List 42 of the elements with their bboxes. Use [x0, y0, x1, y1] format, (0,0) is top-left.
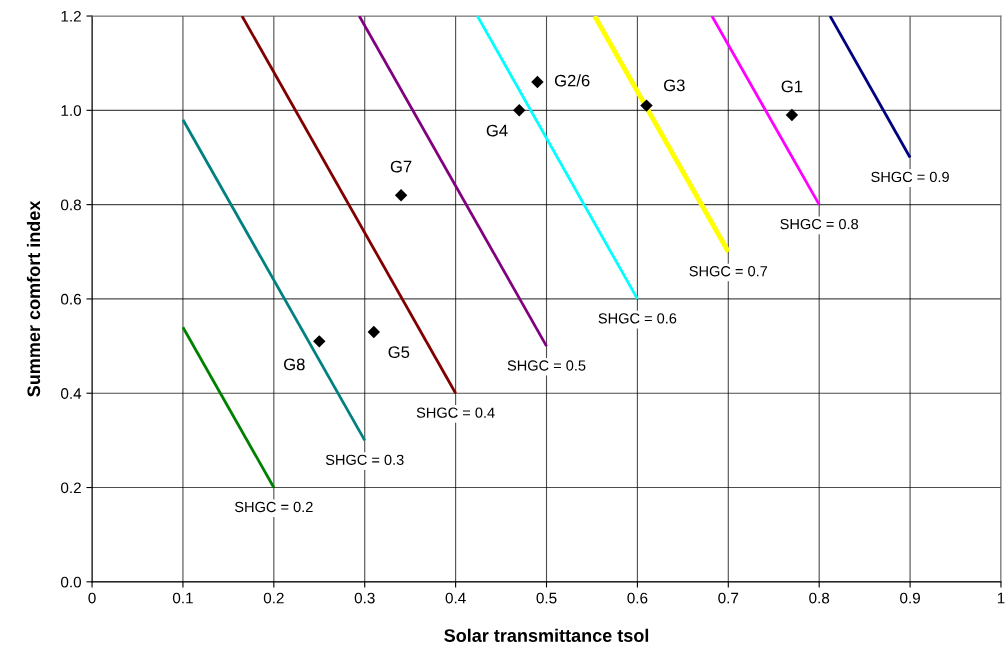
x-tick-label: 0.2: [263, 592, 284, 604]
y-tick-label: 0.8: [60, 199, 81, 211]
point: [640, 99, 653, 112]
annotation: G2/6: [554, 74, 590, 87]
y-tick-label: 1.0: [61, 105, 82, 117]
y-tick-label: 0.0: [60, 576, 82, 588]
y-tick-label: 1.2: [61, 10, 81, 22]
y-tick-label: 0.6: [60, 293, 81, 305]
x-tick-label: 0.1: [172, 592, 193, 604]
x-tick-label: 0.4: [445, 592, 466, 604]
point: [367, 325, 381, 339]
series-label: SHGC = 0.7: [689, 266, 768, 277]
x-tick-label: 0.6: [627, 592, 648, 604]
annotation: G7: [390, 160, 412, 173]
x-tick-label: 0.7: [718, 592, 739, 604]
x-tick-label: 0.8: [809, 592, 830, 604]
annotation: G1: [781, 80, 803, 93]
annotation: G3: [664, 79, 685, 92]
series-label: SHGC = 0.2: [234, 501, 313, 513]
series-label: SHGC = 0.5: [507, 360, 586, 371]
series-label: SHGC = 0.3: [325, 454, 404, 465]
y-tick-label: 0.2: [60, 482, 81, 494]
x-tick-label: 0.5: [536, 592, 557, 604]
series-label: SHGC = 0.6: [598, 313, 677, 324]
x-tick-label: 1: [997, 592, 1005, 604]
point: [313, 335, 326, 348]
point: [531, 75, 544, 89]
annotation: G5: [388, 346, 410, 359]
series-label: SHGC = 0.4: [416, 407, 495, 418]
point: [785, 108, 799, 122]
y-axis-title: Summer comfort index: [26, 200, 41, 397]
point: [513, 104, 526, 117]
x-tick-label: 0: [88, 592, 96, 604]
annotation: G8: [284, 358, 305, 371]
x-axis-title: Solar transmittance tsol: [444, 628, 649, 642]
series-label: SHGC = 0.8: [780, 218, 859, 230]
x-tick-label: 0.9: [900, 592, 920, 604]
point: [394, 188, 408, 202]
y-tick-label: 0.4: [60, 388, 82, 399]
annotation: G4: [486, 124, 508, 137]
x-tick-label: 0.3: [354, 592, 375, 604]
series-label: SHGC = 0.9: [871, 171, 949, 183]
